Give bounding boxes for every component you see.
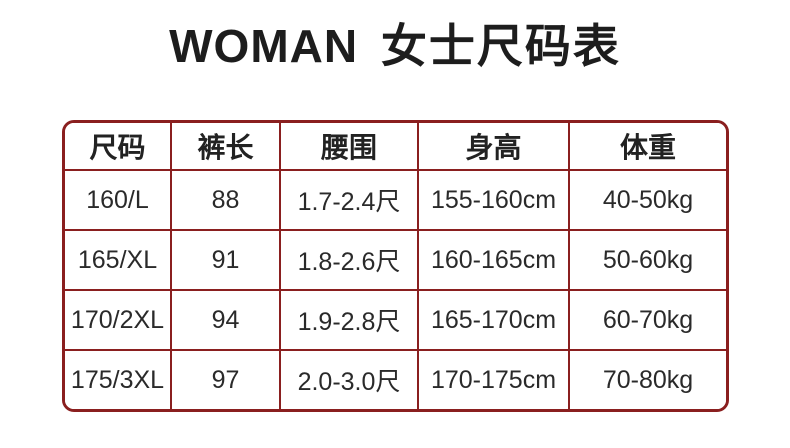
table-cell: 88	[172, 171, 281, 231]
page-title: WOMAN 女士尺码表	[0, 20, 790, 72]
table-cell: 1.7-2.4尺	[281, 171, 419, 231]
table-cell: 165/XL	[65, 231, 172, 291]
table-cell: 91	[172, 231, 281, 291]
table-cell: 170/2XL	[65, 291, 172, 351]
header-cell-pants-length: 裤长	[172, 123, 281, 171]
table-cell: 175/3XL	[65, 351, 172, 409]
table-cell: 155-160cm	[419, 171, 570, 231]
header-cell-weight: 体重	[570, 123, 726, 171]
size-table: 尺码 裤长 腰围 身高 体重 160/L 88 1.7-2.4尺 155-160…	[62, 120, 729, 412]
table-cell: 160-165cm	[419, 231, 570, 291]
table-cell: 2.0-3.0尺	[281, 351, 419, 409]
table-cell: 94	[172, 291, 281, 351]
table-cell: 165-170cm	[419, 291, 570, 351]
table-cell: 160/L	[65, 171, 172, 231]
table-cell: 70-80kg	[570, 351, 726, 409]
table-cell: 97	[172, 351, 281, 409]
header-cell-size: 尺码	[65, 123, 172, 171]
page-title-english: WOMAN	[169, 20, 359, 72]
table-cell: 1.9-2.8尺	[281, 291, 419, 351]
table-cell: 1.8-2.6尺	[281, 231, 419, 291]
table-cell: 50-60kg	[570, 231, 726, 291]
table-cell: 40-50kg	[570, 171, 726, 231]
page-title-chinese: 女士尺码表	[380, 20, 621, 72]
header-cell-height: 身高	[419, 123, 570, 171]
table-cell: 170-175cm	[419, 351, 570, 409]
table-cell: 60-70kg	[570, 291, 726, 351]
header-cell-waist: 腰围	[281, 123, 419, 171]
